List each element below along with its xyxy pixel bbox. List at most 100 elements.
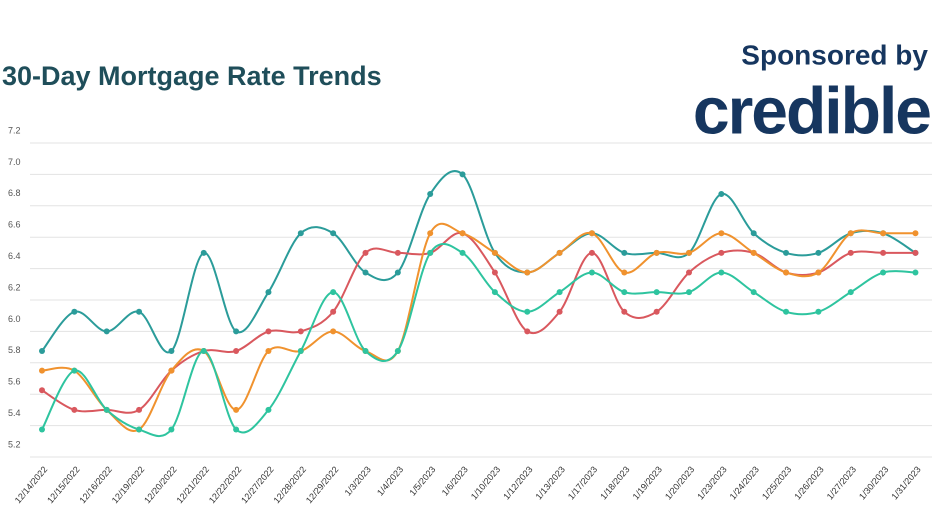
data-point (621, 289, 628, 296)
data-point (491, 289, 498, 296)
data-point (718, 249, 725, 256)
data-point (653, 249, 660, 256)
data-point (847, 249, 854, 256)
data-point (588, 249, 595, 256)
data-point (750, 289, 757, 296)
data-point (71, 406, 78, 413)
chart-title: 30-Day Mortgage Rate Trends (2, 61, 382, 91)
data-point (136, 308, 143, 315)
y-tick-label: 6.4 (8, 251, 21, 261)
data-point (71, 367, 78, 374)
data-point (459, 230, 466, 237)
data-point (39, 367, 45, 374)
data-point (330, 230, 337, 237)
y-tick-label: 5.2 (8, 439, 21, 449)
data-point (427, 230, 434, 237)
data-point (783, 308, 790, 315)
x-tick-label: 12/20/2022 (142, 464, 179, 505)
data-point (912, 249, 919, 256)
y-tick-label: 6.0 (8, 314, 21, 324)
x-tick-label: 1/17/2023 (566, 464, 599, 501)
data-point (686, 249, 692, 256)
y-tick-label: 7.2 (8, 125, 21, 135)
data-point (233, 328, 240, 335)
sponsor-label: Sponsored by (741, 39, 928, 70)
x-tick-label: 1/30/2023 (857, 464, 890, 501)
x-tick-label: 12/15/2022 (45, 464, 82, 505)
data-point (39, 348, 45, 355)
x-tick-label: 1/19/2023 (631, 464, 664, 501)
data-point (265, 289, 272, 296)
data-point (880, 269, 887, 276)
data-point (815, 269, 822, 276)
x-tick-label: 1/3/2023 (343, 464, 373, 497)
data-point (233, 348, 240, 355)
data-point (847, 289, 854, 296)
x-tick-label: 1/26/2023 (792, 464, 825, 501)
data-point (750, 230, 757, 237)
data-point (330, 308, 337, 315)
data-point (168, 426, 175, 433)
y-tick-label: 7.0 (8, 157, 21, 167)
data-point (524, 269, 531, 276)
data-point (136, 406, 143, 413)
data-point (912, 269, 919, 276)
x-tick-label: 1/12/2023 (501, 464, 534, 501)
data-point (394, 249, 401, 256)
data-point (362, 269, 369, 276)
data-point (880, 249, 887, 256)
data-point (588, 269, 595, 276)
data-point (330, 328, 337, 335)
data-point (39, 426, 45, 433)
data-point (880, 230, 887, 237)
y-tick-label: 5.6 (8, 377, 21, 387)
data-point (39, 387, 45, 394)
data-point (621, 308, 628, 315)
data-point (686, 289, 692, 296)
data-point (459, 249, 466, 256)
y-tick-label: 5.4 (8, 408, 21, 418)
data-point (783, 269, 790, 276)
x-tick-label: 12/14/2022 (13, 464, 50, 505)
data-point (233, 406, 240, 413)
data-point (718, 191, 725, 198)
x-tick-label: 12/19/2022 (110, 464, 147, 505)
data-point (847, 230, 854, 237)
data-point (297, 328, 304, 335)
data-point (491, 249, 498, 256)
x-tick-label: 1/6/2023 (440, 464, 470, 497)
data-point (394, 348, 401, 355)
data-point (168, 367, 175, 374)
data-point (556, 308, 563, 315)
x-tick-label: 12/21/2022 (174, 464, 211, 505)
data-point (686, 269, 692, 276)
data-point (265, 348, 272, 355)
series-line (41, 232, 916, 414)
data-point (459, 171, 466, 178)
x-tick-label: 1/5/2023 (407, 464, 437, 497)
x-tick-label: 12/22/2022 (207, 464, 244, 505)
data-point (168, 348, 175, 355)
x-tick-label: 1/13/2023 (534, 464, 567, 501)
data-point (297, 230, 304, 237)
x-tick-label: 1/27/2023 (825, 464, 858, 501)
x-tick-label: 1/20/2023 (663, 464, 696, 501)
x-tick-label: 1/4/2023 (375, 464, 405, 497)
data-point (588, 230, 595, 237)
data-point (621, 249, 628, 256)
x-tick-label: 1/25/2023 (760, 464, 793, 501)
data-point (362, 249, 369, 256)
data-point (330, 289, 337, 296)
data-point (718, 230, 725, 237)
y-tick-label: 6.8 (8, 188, 21, 198)
y-tick-label: 5.8 (8, 345, 21, 355)
data-point (103, 406, 110, 413)
y-tick-label: 6.2 (8, 282, 21, 292)
data-point (491, 269, 498, 276)
data-point (556, 249, 563, 256)
data-point (621, 269, 628, 276)
x-tick-label: 12/29/2022 (304, 464, 341, 505)
x-tick-label: 1/18/2023 (598, 464, 631, 501)
y-tick-label: 6.6 (8, 220, 21, 230)
data-point (750, 249, 757, 256)
